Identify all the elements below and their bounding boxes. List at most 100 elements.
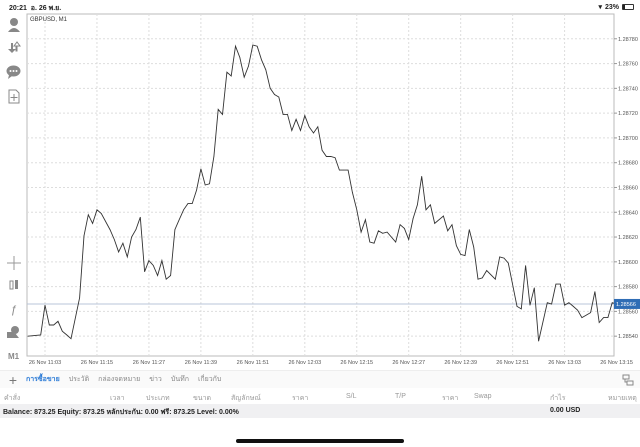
data-point [352, 192, 353, 193]
tab-history[interactable]: ประวัติ [68, 376, 90, 383]
data-point [265, 69, 267, 71]
col-time: เวลา [110, 395, 125, 402]
data-point [499, 256, 500, 258]
data-point [598, 322, 600, 323]
data-point [300, 130, 301, 131]
data-point [525, 265, 526, 266]
data-point [88, 214, 89, 216]
data-point [178, 219, 180, 220]
data-point [131, 236, 132, 238]
wifi-icon: ▾ [598, 4, 602, 11]
x-tick-label: 26 Nov 11:51 [237, 360, 269, 366]
tab-mailbox[interactable]: กล่องจดหมาย [98, 376, 141, 383]
x-tick-label: 26 Nov 11:27 [133, 360, 165, 366]
data-point [53, 324, 54, 326]
function-icon[interactable]: ƒ [10, 304, 17, 316]
tab-news[interactable]: ข่าว [149, 376, 162, 383]
objects-icon[interactable] [4, 323, 23, 341]
data-point [196, 189, 197, 191]
x-tick-label: 26 Nov 12:15 [340, 360, 373, 366]
data-point [57, 321, 59, 322]
data-point [330, 156, 332, 157]
price-chart[interactable]: GBPUSD, M1 1.28780 1.28760 1.28740 1.28720 1.… [0, 0, 640, 370]
balance-summary: Balance: 873.25 Equity: 873.25 หลักประกั… [3, 409, 239, 416]
data-point [217, 109, 219, 110]
data-point [447, 230, 448, 232]
col-comment: หมายเหตุ [608, 395, 637, 402]
total-profit: 0.00 USD [550, 407, 581, 414]
data-point [243, 76, 245, 78]
data-point [321, 150, 323, 151]
tab-journal[interactable]: บันทึก [170, 376, 189, 383]
data-point [235, 45, 236, 47]
trade-arrows-icon[interactable] [4, 38, 23, 56]
data-point [126, 256, 128, 258]
new-order-icon[interactable] [4, 87, 23, 105]
data-point [27, 335, 28, 337]
data-point [135, 229, 137, 230]
clock: 20:21 [9, 5, 27, 12]
indicators-icon[interactable] [4, 276, 23, 294]
data-point [417, 204, 418, 206]
col-symbol: สัญลักษณ์ [231, 395, 261, 402]
col-tp: T/P [395, 393, 406, 400]
account-icon[interactable] [4, 16, 23, 34]
data-point [464, 255, 466, 256]
left-toolbar: ƒ M1 [0, 13, 27, 369]
crosshair-icon[interactable] [4, 254, 23, 272]
data-point [230, 75, 232, 77]
data-point [555, 283, 557, 285]
data-point [443, 215, 444, 217]
data-point [451, 224, 453, 225]
y-tick-label: 1.28760 [618, 62, 638, 68]
data-point [529, 304, 531, 306]
positions-header: คำสั่ง เวลา ประเภท ขนาด สัญลักษณ์ ราคา S… [0, 389, 640, 404]
data-point [187, 203, 189, 204]
data-point [83, 235, 85, 237]
data-point [533, 287, 535, 289]
data-point [421, 176, 423, 177]
add-icon[interactable]: + [8, 371, 18, 388]
data-point [252, 44, 254, 46]
data-point [590, 312, 591, 313]
col-volume: ขนาด [193, 395, 212, 402]
col-type: ประเภท [146, 395, 170, 402]
data-point [200, 168, 202, 170]
data-point [559, 283, 561, 285]
col-sl: S/L [346, 393, 357, 400]
data-point [399, 224, 401, 225]
data-point [79, 297, 80, 299]
data-point [313, 132, 314, 134]
tab-trade[interactable]: การซื้อขาย [26, 376, 60, 383]
timeframe-button[interactable]: M1 [7, 351, 20, 361]
data-point [386, 231, 388, 233]
data-point [100, 213, 102, 214]
data-point [508, 262, 509, 264]
data-point [239, 57, 241, 58]
data-point [204, 184, 206, 186]
data-point [473, 246, 474, 248]
data-point [161, 260, 163, 261]
data-point [118, 251, 119, 253]
tab-about[interactable]: เกี่ยวกับ [197, 376, 222, 383]
data-point [152, 265, 154, 266]
data-point [40, 334, 41, 336]
home-indicator[interactable] [236, 439, 404, 443]
col-profit: กำไร [550, 395, 566, 402]
data-point [92, 223, 93, 224]
data-point [295, 119, 297, 120]
data-point [425, 209, 427, 211]
chart-frame [26, 13, 615, 357]
chat-icon[interactable] [4, 63, 23, 81]
data-point [395, 241, 397, 243]
data-point [434, 223, 436, 224]
data-point [113, 239, 115, 240]
layout-toggle-icon[interactable] [622, 374, 634, 388]
data-point [148, 260, 150, 261]
y-tick-label: 1.28600 [618, 260, 638, 266]
data-point [174, 229, 176, 230]
status-time: 20:21 อ. 26 พ.ย. [9, 3, 61, 14]
data-point [213, 156, 215, 157]
data-point [456, 245, 457, 247]
data-point [568, 302, 570, 304]
